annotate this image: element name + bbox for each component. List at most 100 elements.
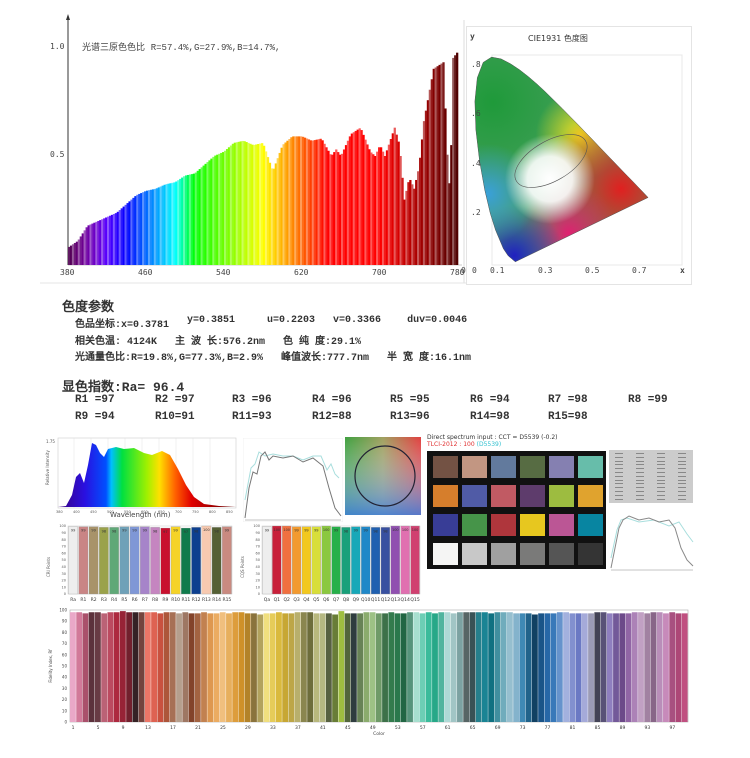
spectrum-strip (331, 154, 334, 265)
y-tick: 100 (59, 608, 67, 613)
cct: 相关色温: 4124K (75, 337, 158, 348)
cri-item: R1 =97 (75, 394, 115, 406)
table-cell (657, 453, 665, 454)
spectrum-strip (142, 192, 145, 265)
category-label: Q4 (303, 597, 310, 603)
fidelity-bar (188, 613, 195, 722)
fidelity-bar (207, 613, 214, 722)
spectrum-strip (292, 136, 295, 265)
bar (272, 525, 282, 595)
y-axis-label: Relative Intensity (45, 450, 50, 485)
cie-x-tick: 0.5 (585, 266, 600, 275)
colorchecker-title: Direct spectrum input : CCT = D5539 (-0.… (427, 434, 558, 441)
fidelity-bar (288, 613, 295, 722)
spectrum-strip (192, 173, 196, 265)
bar (140, 526, 150, 595)
spectrum-strip (335, 149, 338, 265)
spectrum-strip (302, 136, 305, 265)
fidelity-bar (519, 613, 526, 722)
category-label: R13 (202, 597, 211, 603)
x-tick: 9 (122, 725, 125, 731)
data-table (609, 450, 693, 503)
fidelity-bar (656, 612, 663, 722)
spectrum-strip (87, 225, 90, 265)
fidelity-bar (606, 613, 613, 722)
bar (400, 525, 410, 595)
y-top-tick: 1.75 (46, 439, 55, 444)
bar-value-label: 99 (132, 529, 136, 533)
spectrum-strip (266, 157, 270, 265)
y-tick: 10 (62, 585, 66, 589)
spectrum-strip (204, 163, 207, 265)
spectrum-strip (126, 203, 129, 265)
x-tick: 61 (445, 725, 451, 731)
spectrum-strip (276, 158, 279, 265)
spectrum-strip (186, 174, 190, 265)
fidelity-bar (413, 612, 420, 722)
x-tick: 45 (345, 725, 351, 731)
cri-item: R5 =95 (390, 394, 430, 406)
spectrum-strip (313, 140, 316, 265)
bar (181, 527, 191, 595)
fidelity-bar (663, 613, 669, 722)
color-patch (462, 456, 487, 478)
x-tick: 13 (145, 725, 151, 731)
bar (301, 526, 312, 595)
category-label: R7 (142, 597, 148, 603)
spectrum-strip (81, 233, 84, 265)
table-cell (657, 494, 665, 496)
fidelity-bar (631, 612, 638, 722)
fidelity-bar (382, 613, 388, 722)
y-tick: 50 (62, 664, 68, 669)
bar (211, 527, 222, 595)
x-axis-label: Color (373, 731, 385, 736)
spectrum-strip (97, 220, 100, 265)
fidelity-bar (251, 613, 257, 722)
cri-item: R13=96 (390, 411, 430, 423)
bar (390, 525, 400, 595)
table-cell (615, 456, 623, 458)
color-patch (491, 514, 516, 536)
spectrum-strip (243, 141, 246, 265)
x-tick: 5 (97, 725, 100, 731)
bar (109, 527, 119, 595)
y-tick: 90 (256, 531, 260, 535)
fidelity-bar (176, 613, 182, 722)
fidelity-bar (350, 613, 357, 722)
spectrum-strip (264, 151, 268, 265)
bar-value-label: 99 (363, 529, 367, 533)
table-cell (657, 468, 665, 470)
spectrum-strip (376, 151, 379, 265)
fidelity-bar (594, 612, 601, 722)
y-tick: 50 (62, 558, 66, 562)
peak-wavelength: 峰值波长:777.7nm (281, 353, 370, 364)
fidelity-bar (194, 613, 201, 722)
table-cell (678, 498, 686, 500)
spectrum-strip (210, 158, 213, 265)
color-patch (520, 514, 545, 536)
y-axis-label: CRI Points (46, 557, 51, 577)
fidelity-bar (294, 612, 301, 722)
table-cell (615, 460, 623, 462)
tlci-reference: (D5539) (476, 441, 502, 448)
spectrum-strip (307, 139, 311, 265)
spectrum-strip (294, 136, 297, 265)
fidelity-bar (388, 612, 395, 722)
spectrum-strip (239, 141, 242, 265)
category-label: Q2 (283, 597, 290, 603)
category-label: R14 (212, 597, 221, 603)
spectrum-strip (169, 183, 172, 265)
y-axis-label: CQS Points (240, 556, 245, 578)
spectrum-strip (368, 149, 371, 265)
spectrum-strip (93, 222, 96, 265)
category-label: R9 (162, 597, 168, 603)
bar-value-label: 98 (112, 529, 116, 533)
fidelity-bar (357, 613, 363, 722)
spectrum-strip (183, 176, 186, 265)
x-tick: 380 (60, 268, 75, 277)
category-label: R4 (111, 597, 117, 603)
spectrum-strip (134, 196, 137, 265)
spectrum-strip (337, 152, 340, 265)
fidelity-bar (363, 612, 370, 722)
x-tick: 73 (520, 725, 526, 731)
